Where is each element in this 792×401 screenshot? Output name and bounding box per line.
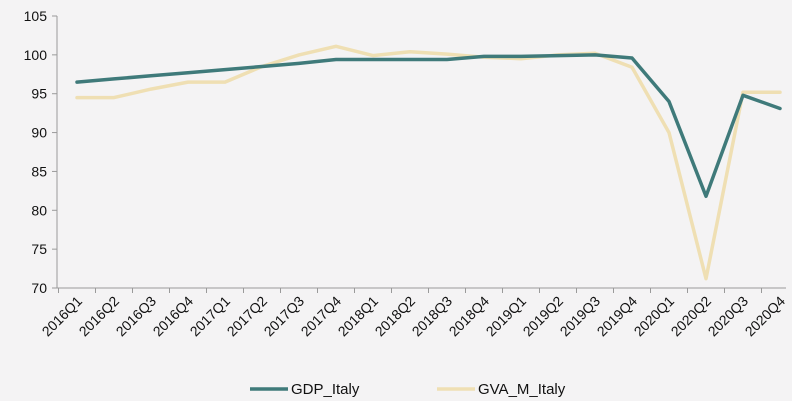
y-tick-label: 85 — [31, 163, 47, 179]
x-tick-label: 2020Q1 — [631, 293, 678, 340]
y-tick-label: 80 — [31, 202, 47, 218]
y-tick-label: 100 — [24, 47, 48, 63]
x-tick-label: 2020Q3 — [705, 293, 752, 340]
x-tick-label: 2017Q3 — [261, 293, 308, 340]
y-axis-ticks: 70 75 80 85 90 95 100 105 — [24, 8, 57, 296]
x-tick-label: 2020Q4 — [742, 293, 789, 340]
x-tick-label: 2018Q2 — [372, 293, 419, 340]
chart-axes — [56, 16, 786, 289]
x-tick-label: 2017Q2 — [224, 293, 271, 340]
x-tick-label: 2018Q1 — [335, 293, 382, 340]
y-tick-label: 75 — [31, 241, 47, 257]
series-line-gva-m-italy — [75, 44, 782, 281]
y-tick-label: 70 — [31, 280, 47, 296]
y-tick-label: 95 — [31, 86, 47, 102]
x-tick-label: 2019Q2 — [520, 293, 567, 340]
chart-legend: GDP_Italy GVA_M_Italy — [250, 381, 566, 398]
x-tick-label: 2018Q3 — [409, 293, 456, 340]
x-tick-label: 2016Q4 — [150, 293, 197, 340]
legend-label: GVA_M_Italy — [478, 381, 566, 398]
x-tick-label: 2016Q1 — [39, 293, 86, 340]
x-tick-label: 2017Q1 — [187, 293, 234, 340]
x-tick-label: 2016Q3 — [113, 293, 160, 340]
x-tick-label: 2019Q3 — [557, 293, 604, 340]
y-tick-label: 105 — [24, 8, 48, 24]
x-tick-label: 2020Q2 — [668, 293, 715, 340]
x-tick-label: 2019Q4 — [594, 293, 641, 340]
chart-series — [75, 44, 782, 281]
x-tick-label: 2018Q4 — [446, 293, 493, 340]
legend-label: GDP_Italy — [291, 381, 360, 398]
x-tick-label: 2017Q4 — [298, 293, 345, 340]
x-axis-ticks: 2016Q12016Q22016Q32016Q42017Q12017Q22017… — [39, 288, 789, 340]
y-tick-label: 90 — [31, 125, 47, 141]
x-tick-label: 2019Q1 — [483, 293, 530, 340]
series-line-gdp-italy — [75, 53, 782, 199]
x-tick-label: 2016Q2 — [76, 293, 123, 340]
